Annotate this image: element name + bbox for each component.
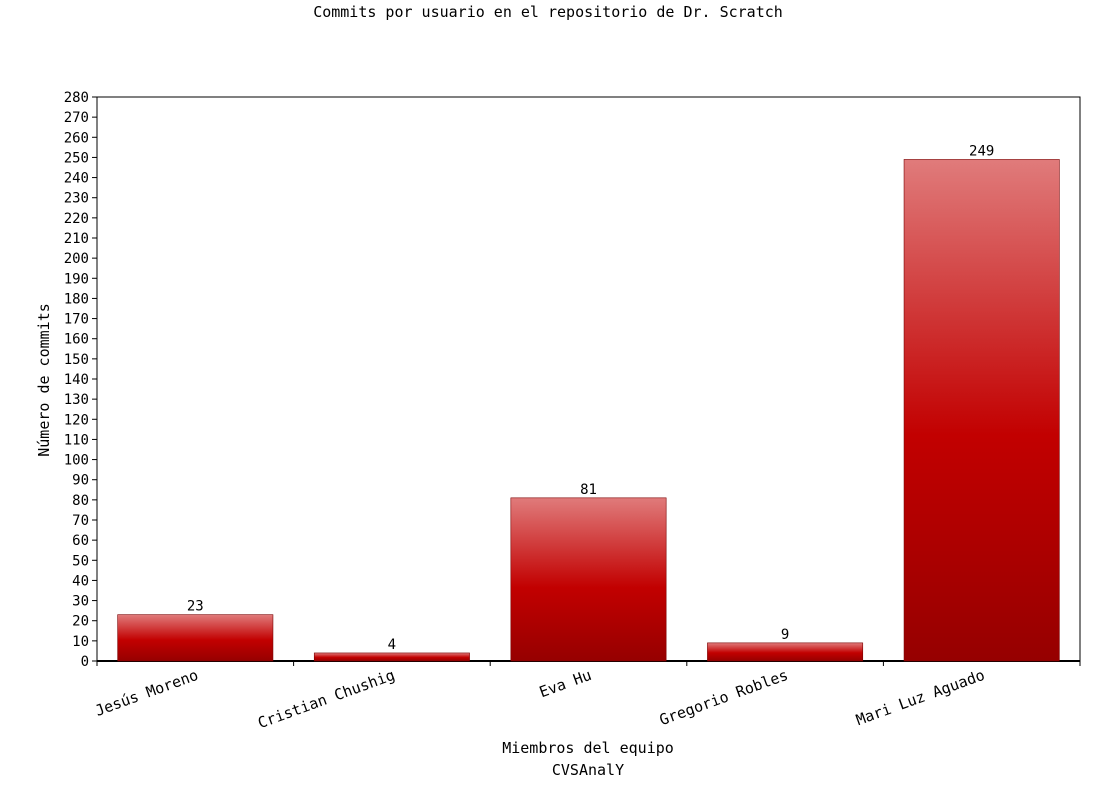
y-tick-label: 170 — [64, 312, 89, 328]
y-tick-label: 10 — [72, 634, 89, 650]
y-tick-label: 280 — [64, 90, 89, 106]
bars-group — [117, 159, 1060, 662]
data-label: 23 — [187, 599, 204, 615]
y-tick-label: 230 — [64, 191, 89, 207]
y-tick-label: 120 — [64, 412, 89, 428]
y-tick-label: 190 — [64, 271, 89, 287]
data-label: 9 — [781, 627, 789, 643]
y-tick-label: 70 — [72, 513, 89, 529]
y-tick-label: 20 — [72, 614, 89, 630]
y-tick-label: 80 — [72, 493, 89, 509]
data-label-background — [776, 626, 794, 642]
y-tick-label: 0 — [81, 654, 89, 670]
x-tick-label: Eva Hu — [537, 666, 594, 701]
y-tick-label: 250 — [64, 150, 89, 166]
y-axis: 0 10 20 30 40 50 60 70 80 90 100 110 120 130 140 150 160… — [64, 90, 97, 670]
x-axis-label: Miembros del equipo — [502, 739, 674, 757]
data-label: 81 — [580, 482, 597, 498]
data-label: 249 — [969, 143, 994, 159]
x-tick-labels-group: Jesús Moreno Cristian Chushig Eva Hu Gregor… — [93, 666, 987, 732]
y-tick-label: 240 — [64, 171, 89, 187]
data-label-background — [575, 481, 602, 497]
bar — [313, 652, 470, 662]
y-tick-label: 260 — [64, 130, 89, 146]
y-tick-label: 150 — [64, 352, 89, 368]
y-tick-label: 110 — [64, 432, 89, 448]
data-label-background — [383, 636, 401, 652]
data-label: 4 — [388, 637, 396, 653]
y-tick-label: 220 — [64, 211, 89, 227]
chart-subtitle: CVSAnalY — [552, 761, 624, 779]
data-label-background — [182, 598, 209, 614]
y-tick-label: 50 — [72, 553, 89, 569]
y-tick-label: 200 — [64, 251, 89, 267]
x-axis — [96, 660, 1081, 666]
bar — [903, 159, 1060, 662]
y-tick-label: 210 — [64, 231, 89, 247]
y-tick-label: 90 — [72, 473, 89, 489]
y-tick-label: 160 — [64, 332, 89, 348]
bar — [510, 497, 667, 662]
y-tick-label: 60 — [72, 533, 89, 549]
y-tick-label: 100 — [64, 453, 89, 469]
chart-title: Commits por usuario en el repositorio de… — [313, 3, 783, 21]
y-tick-label: 180 — [64, 291, 89, 307]
bar — [117, 614, 274, 662]
x-tick-label: Jesús Moreno — [93, 666, 201, 720]
y-tick-label: 30 — [72, 594, 89, 610]
x-tick-label: Mari Luz Aguado — [854, 666, 987, 729]
data-label-background — [964, 143, 1000, 159]
data-labels-group: 23 4 81 9 249 — [182, 143, 1000, 653]
y-tick-label: 40 — [72, 573, 89, 589]
x-tick-label: Cristian Chushig — [255, 666, 397, 732]
y-tick-label: 140 — [64, 372, 89, 388]
x-tick-label: Gregorio Robles — [657, 666, 790, 729]
y-tick-label: 270 — [64, 110, 89, 126]
y-tick-label: 130 — [64, 392, 89, 408]
bar — [707, 642, 864, 662]
y-axis-label: Número de commits — [35, 303, 53, 457]
